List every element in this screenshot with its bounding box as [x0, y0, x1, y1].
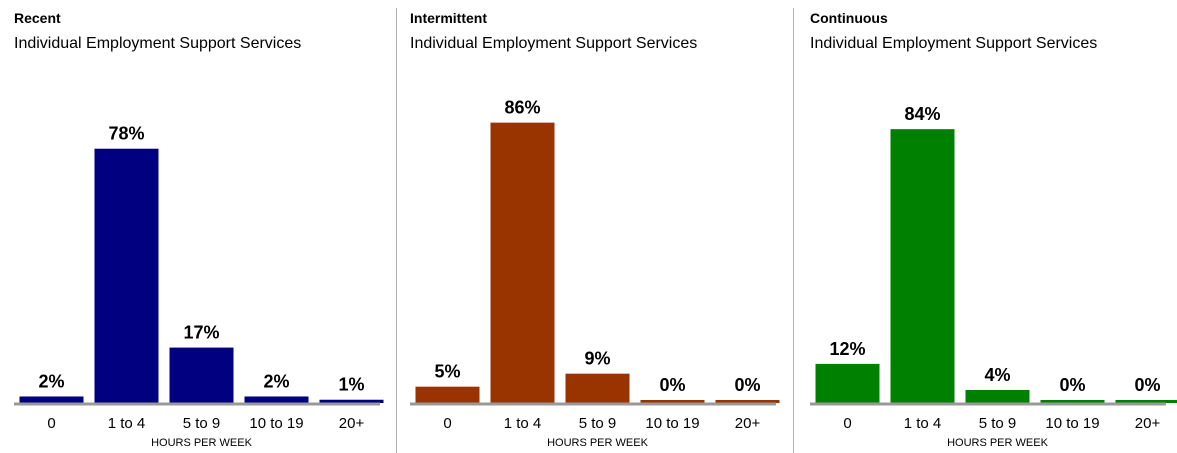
- chart-title: Continuous: [810, 10, 888, 26]
- bar-chart-continuous: 12% 0 84% 1 to 4 4% 5 to 9 0% 10 to 19 0% 20+ HOUR…: [810, 104, 1177, 449]
- data-label: 0%: [659, 375, 685, 395]
- bar: [640, 400, 705, 403]
- panel-divider: [396, 8, 397, 453]
- x-tick-label: 20+: [735, 415, 761, 432]
- bar: [415, 386, 480, 403]
- x-axis-label: HOURS PER WEEK: [151, 437, 253, 449]
- data-label: 2%: [38, 371, 64, 391]
- data-label: 0%: [1059, 375, 1085, 395]
- data-label: 84%: [904, 104, 940, 124]
- bar-chart-recent: 2% 0 78% 1 to 4 17% 5 to 9 2% 10 to 19 1% 20+ HOUR…: [14, 124, 384, 449]
- x-tick-label: 1 to 4: [904, 415, 942, 432]
- panel-divider: [793, 8, 794, 453]
- data-label: 2%: [263, 371, 289, 391]
- data-label: 0%: [1134, 375, 1160, 395]
- bar: [1040, 400, 1105, 403]
- bar: [244, 396, 309, 403]
- x-tick-label: 20+: [1135, 415, 1161, 432]
- data-label: 5%: [434, 362, 460, 382]
- x-tick-label: 0: [443, 415, 451, 432]
- chart-panel-intermittent: Intermittent Individual Employment Suppo…: [410, 0, 780, 453]
- x-axis-label: HOURS PER WEEK: [547, 437, 649, 449]
- data-label: 9%: [584, 349, 610, 369]
- chart-subtitle: Individual Employment Support Services: [810, 35, 1098, 52]
- bar: [565, 373, 630, 403]
- data-label: 17%: [183, 323, 219, 343]
- x-tick-label: 5 to 9: [979, 415, 1017, 432]
- x-tick-label: 0: [843, 415, 851, 432]
- x-tick-label: 10 to 19: [645, 415, 699, 432]
- x-tick-label: 5 to 9: [579, 415, 617, 432]
- data-label: 1%: [338, 375, 364, 395]
- chart-panel-recent: Recent Individual Employment Support Ser…: [14, 0, 384, 453]
- bar: [1115, 400, 1177, 403]
- x-tick-label: 0: [47, 415, 55, 432]
- x-tick-label: 10 to 19: [249, 415, 303, 432]
- x-tick-label: 5 to 9: [183, 415, 221, 432]
- bar: [319, 399, 384, 403]
- bar: [490, 122, 555, 403]
- chart-title: Intermittent: [410, 10, 487, 26]
- x-tick-label: 10 to 19: [1045, 415, 1099, 432]
- chart-title: Recent: [14, 10, 61, 26]
- bar: [715, 400, 780, 403]
- data-label: 4%: [984, 365, 1010, 385]
- bar: [815, 363, 880, 403]
- bar: [169, 347, 234, 403]
- bar: [94, 148, 159, 403]
- chart-subtitle: Individual Employment Support Services: [410, 35, 698, 52]
- bar: [19, 396, 84, 403]
- data-label: 86%: [504, 98, 540, 118]
- data-label: 78%: [108, 124, 144, 144]
- x-axis-label: HOURS PER WEEK: [947, 437, 1049, 449]
- chart-subtitle: Individual Employment Support Services: [14, 35, 302, 52]
- data-label: 0%: [734, 375, 760, 395]
- x-tick-label: 1 to 4: [108, 415, 146, 432]
- data-label: 12%: [829, 339, 865, 359]
- bar-chart-intermittent: 5% 0 86% 1 to 4 9% 5 to 9 0% 10 to 19 0% 20+ HOURS…: [410, 98, 780, 449]
- bar: [890, 129, 955, 403]
- bar: [965, 389, 1030, 403]
- chart-panel-continuous: Continuous Individual Employment Support…: [810, 0, 1177, 453]
- x-tick-label: 1 to 4: [504, 415, 542, 432]
- x-tick-label: 20+: [339, 415, 365, 432]
